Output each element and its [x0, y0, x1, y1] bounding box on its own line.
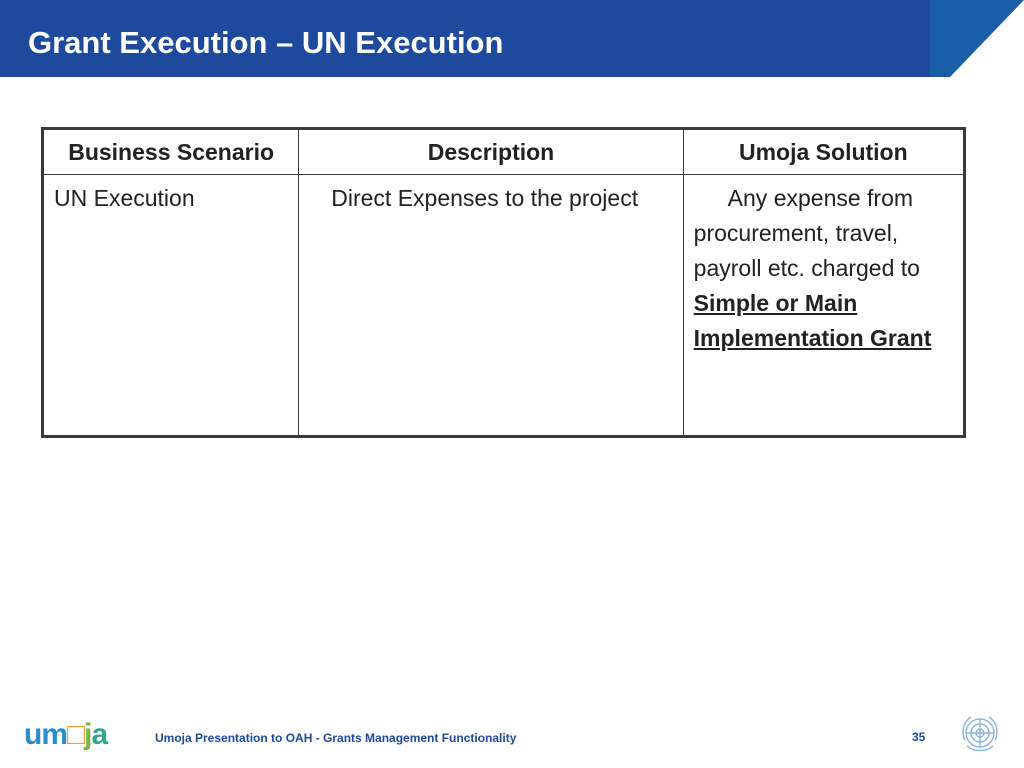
cell-solution: Any expense from procurement, travel, pa… [682, 174, 966, 437]
solution-emphasis: Simple or Main Implementation Grant [693, 290, 932, 351]
footer-presentation-title: Umoja Presentation to OAH - Grants Manag… [155, 731, 517, 745]
header-umoja-solution: Umoja Solution [682, 128, 966, 175]
un-emblem-icon [962, 716, 998, 752]
table-header-row: Business Scenario Description Umoja Solu… [41, 128, 966, 175]
scenario-text: UN Execution [54, 185, 195, 211]
cell-scenario: UN Execution [41, 174, 300, 437]
page-title: Grant Execution – UN Execution [28, 25, 504, 60]
solution-text: Any expense from procurement, travel, pa… [693, 185, 920, 281]
header-description: Description [298, 128, 684, 175]
description-text: Direct Expenses to the project [331, 185, 639, 211]
title-bar: Grant Execution – UN Execution [0, 0, 1024, 77]
page-number: 35 [912, 730, 926, 744]
cell-description: Direct Expenses to the project [298, 174, 684, 437]
scenario-table: Business Scenario Description Umoja Solu… [41, 127, 966, 438]
header-business-scenario: Business Scenario [41, 128, 300, 175]
table-row: UN Execution Direct Expenses to the proj… [41, 174, 966, 437]
umoja-logo: um□ja [24, 718, 108, 751]
